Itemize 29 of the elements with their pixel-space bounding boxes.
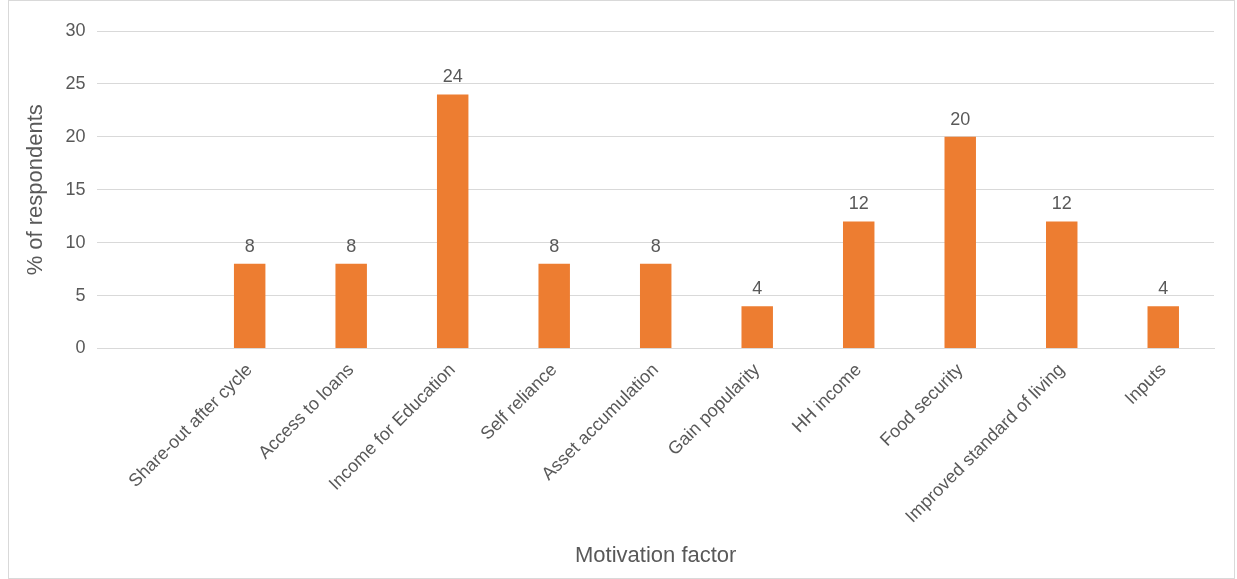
y-tick-label: 15: [65, 178, 86, 199]
data-label: 8: [549, 235, 560, 256]
bar: [335, 263, 367, 349]
bar: [436, 94, 469, 349]
data-label: 12: [848, 193, 869, 214]
bar: [1046, 221, 1078, 349]
y-tick-label: 10: [65, 231, 86, 252]
data-label: 8: [650, 235, 661, 256]
y-tick-label: 30: [65, 19, 86, 40]
bar: [233, 263, 266, 349]
data-label: 4: [752, 278, 763, 299]
data-label: 20: [950, 108, 971, 129]
data-label: 4: [1158, 278, 1169, 299]
data-label: 8: [346, 235, 357, 256]
bar: [538, 263, 570, 349]
bar: [741, 306, 773, 349]
bar: [842, 221, 875, 349]
y-axis-title: % of respondents: [22, 104, 48, 276]
x-axis-title: Motivation factor: [575, 541, 737, 567]
data-label: 8: [244, 235, 255, 256]
bar: [944, 136, 976, 349]
y-tick-label: 0: [75, 337, 86, 358]
y-tick-label: 20: [65, 125, 86, 146]
y-tick-label: 25: [65, 72, 86, 93]
data-label: 24: [442, 66, 463, 87]
bar: [639, 263, 672, 349]
bar: [1147, 306, 1179, 349]
data-label: 12: [1051, 193, 1072, 214]
y-tick-label: 5: [75, 284, 86, 305]
